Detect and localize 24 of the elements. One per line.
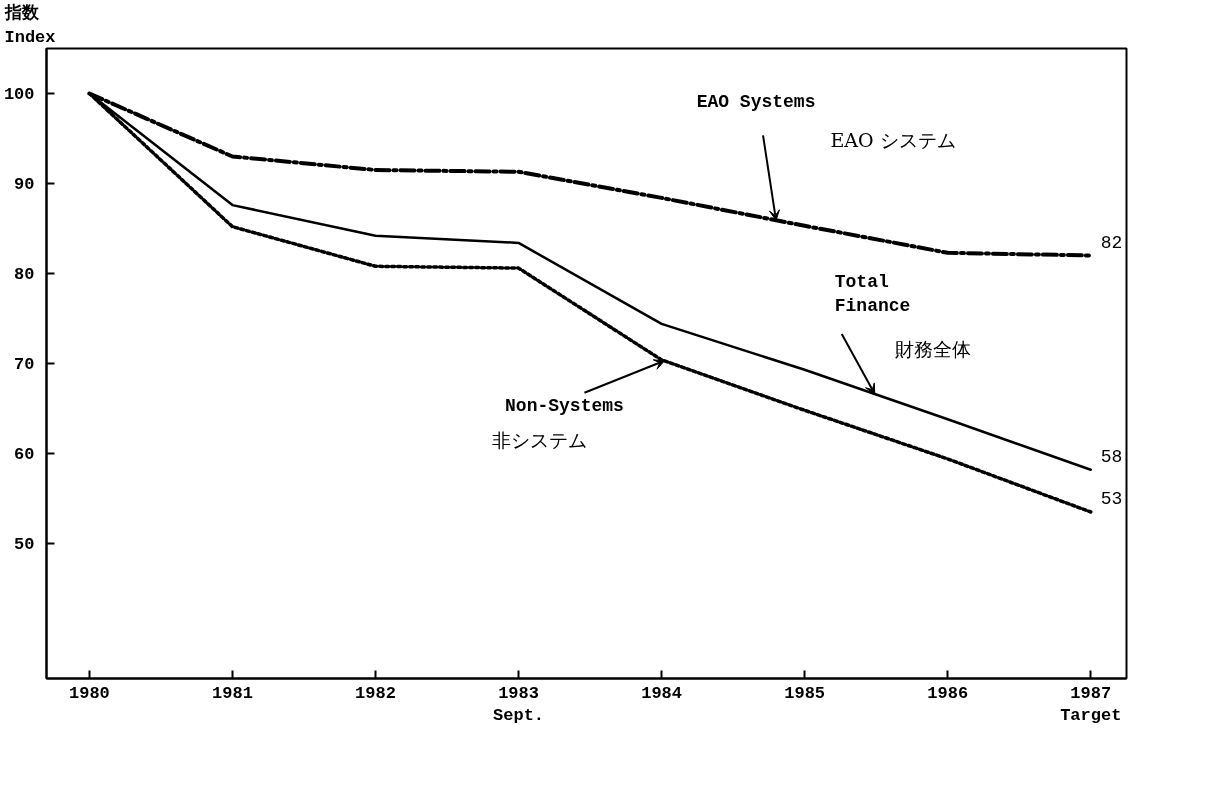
- data-label: 53: [1100, 489, 1123, 509]
- x-tick-label: 1981: [212, 683, 253, 703]
- annotation: 財務全体: [894, 338, 971, 361]
- y-tick-label: 70: [14, 355, 35, 374]
- y-tick-label: 100: [3, 85, 35, 104]
- x-tick-label: 1980: [69, 683, 110, 703]
- y-tick-label: 50: [14, 535, 35, 554]
- data-label: 58: [1100, 446, 1123, 467]
- x-tick-label: 1986: [927, 683, 969, 703]
- annotation: 非システム: [491, 428, 587, 451]
- x-tick-label: 1987 Target: [1060, 683, 1122, 726]
- x-tick-label: 1985: [784, 683, 826, 703]
- annotation: EAO システム: [830, 129, 956, 152]
- y-axis-title: 指数 Index: [3, 2, 56, 48]
- x-tick-label: 1983 Sept.: [493, 683, 545, 726]
- x-tick-label: 1982: [355, 683, 396, 703]
- annotation: Non-Systems: [505, 395, 624, 416]
- y-tick-label: 60: [14, 445, 35, 464]
- annotation: Total Finance: [834, 272, 911, 317]
- y-tick-label: 80: [14, 265, 35, 284]
- x-tick-label: 1984: [641, 683, 683, 703]
- annotation: EAO Systems: [696, 92, 816, 113]
- y-tick-label: 90: [14, 175, 35, 194]
- data-label: 82: [1100, 232, 1123, 253]
